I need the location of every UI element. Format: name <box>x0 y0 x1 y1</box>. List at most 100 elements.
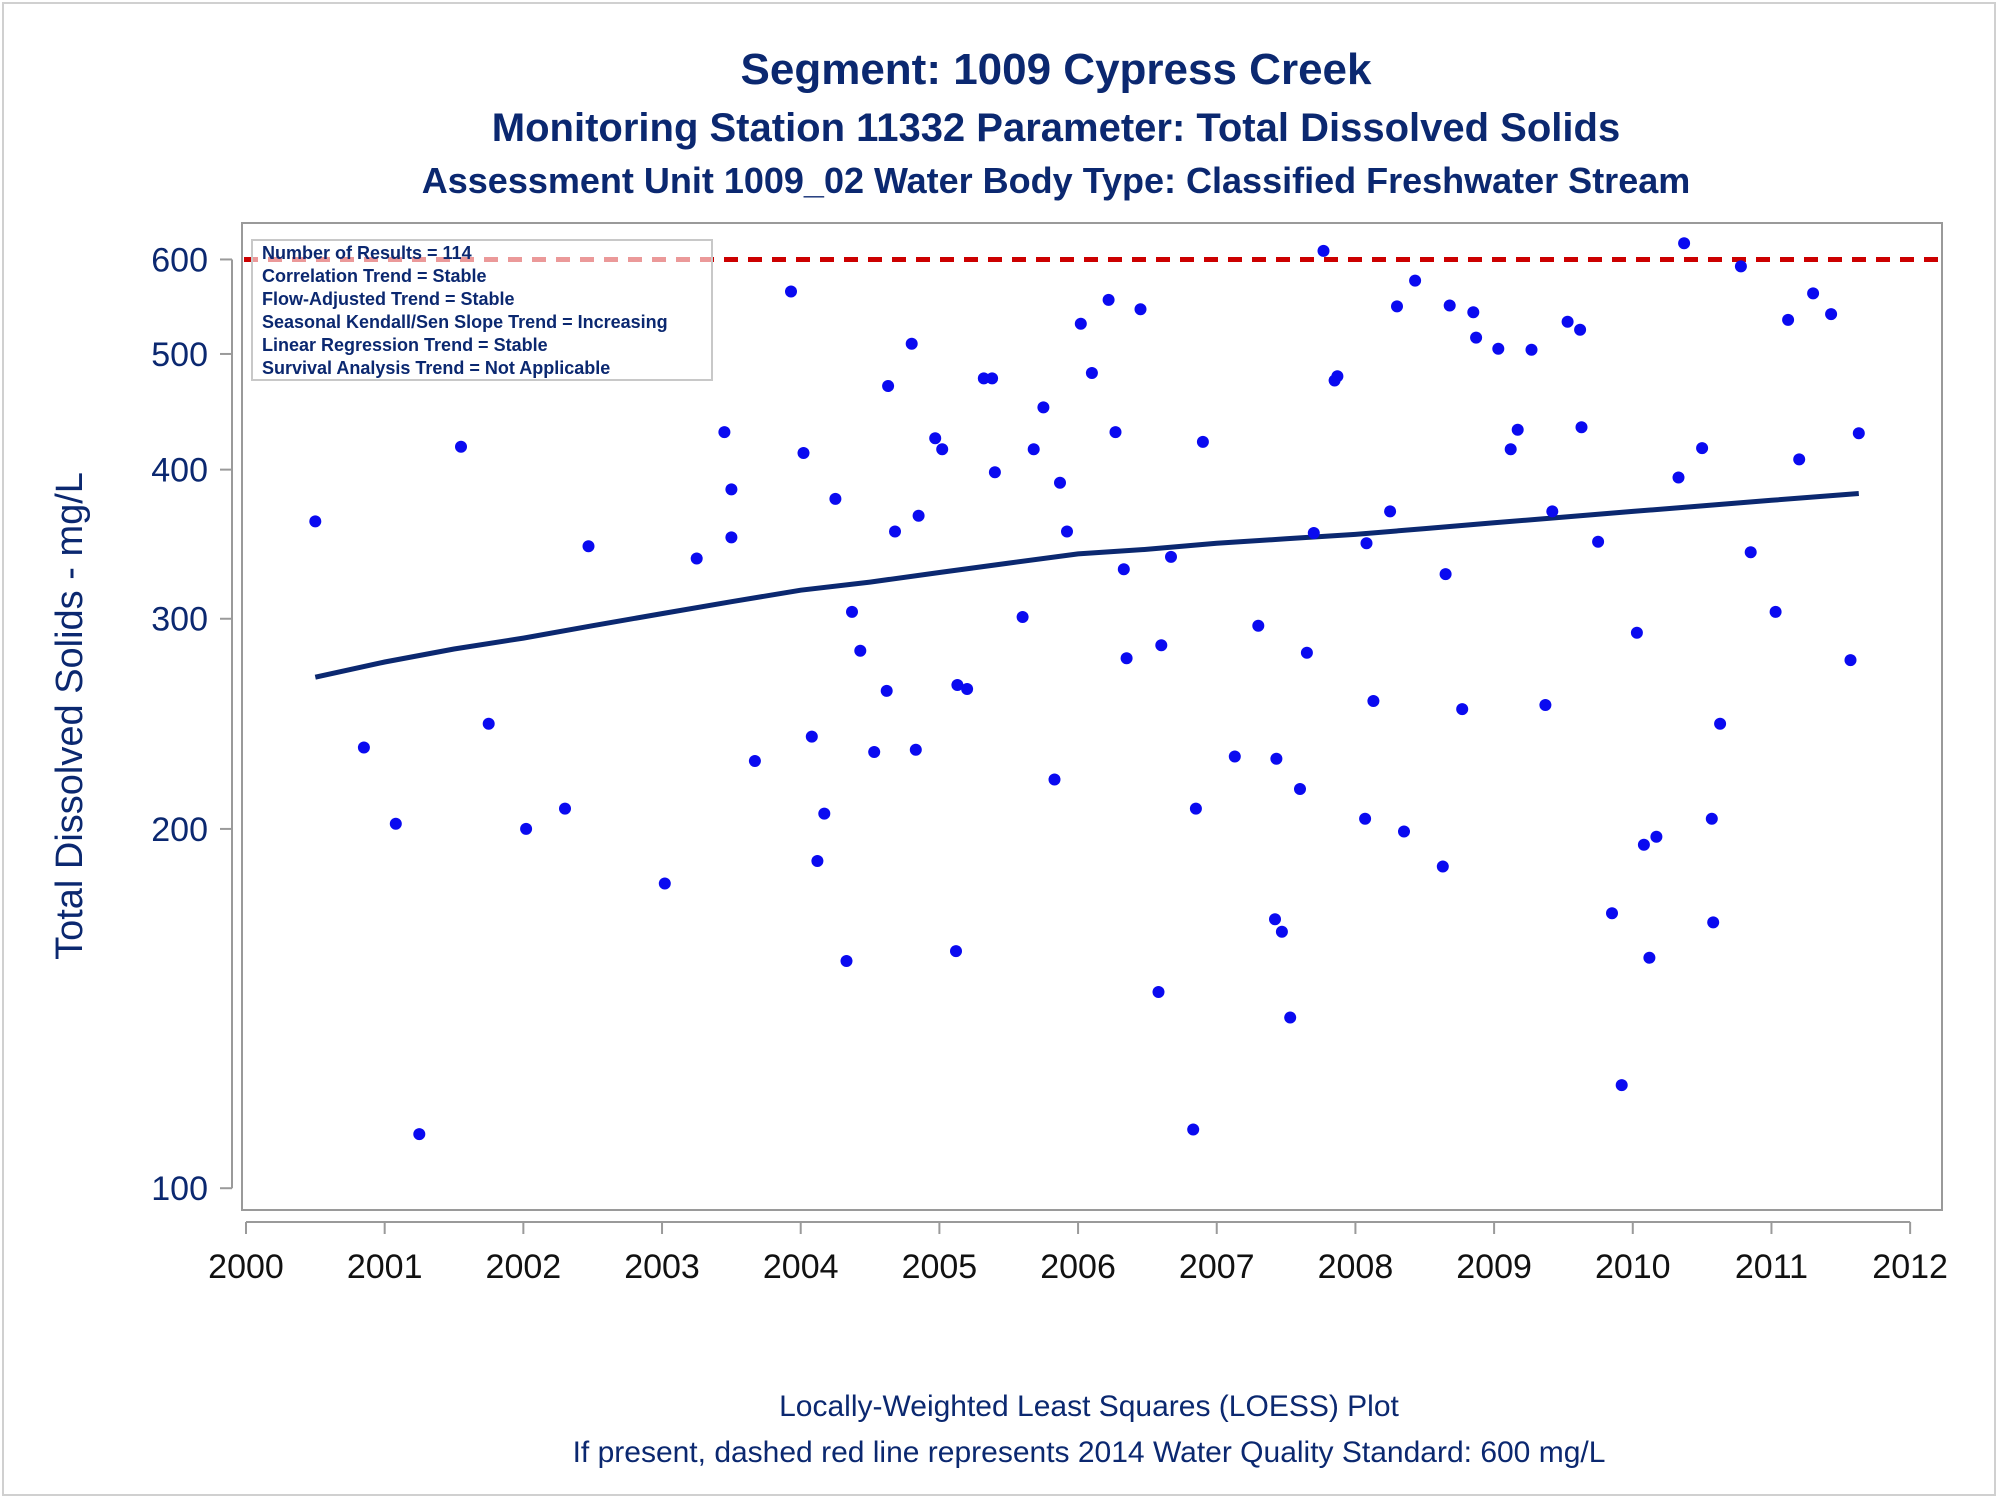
data-point <box>1769 605 1782 618</box>
data-point <box>1793 453 1806 466</box>
data-point <box>1196 435 1209 448</box>
y-tick-label: 200 <box>151 811 208 849</box>
data-point <box>482 717 495 730</box>
x-tick-label: 2002 <box>486 1248 562 1286</box>
data-point <box>1467 306 1480 319</box>
data-point <box>1085 367 1098 379</box>
data-point <box>1525 343 1538 356</box>
data-point <box>1275 925 1288 938</box>
data-point <box>357 741 370 754</box>
x-tick-label: 2006 <box>1040 1248 1116 1286</box>
data-point <box>559 802 571 815</box>
data-point <box>950 945 962 958</box>
data-point <box>1360 537 1373 550</box>
data-point <box>961 683 974 695</box>
data-point <box>1228 750 1241 763</box>
data-point <box>1384 505 1397 518</box>
data-point <box>1456 703 1469 716</box>
stats-correlation: Correlation Trend = Stable <box>262 266 487 286</box>
data-point <box>880 684 893 697</box>
data-point <box>1252 619 1265 632</box>
chart-title: Segment: 1009 Cypress Creek <box>741 45 1373 94</box>
data-point <box>1807 287 1820 300</box>
plot-area <box>241 222 1943 1211</box>
x-tick-label: 2000 <box>208 1248 284 1286</box>
y-tick-label: 600 <box>151 241 208 279</box>
data-point <box>1696 442 1709 455</box>
data-point <box>1470 331 1483 344</box>
data-point <box>889 525 901 538</box>
data-point <box>1391 300 1403 313</box>
data-point <box>1615 1079 1628 1092</box>
data-point <box>797 447 810 459</box>
x-tick-label: 2011 <box>1735 1248 1808 1286</box>
x-tick-label: 2004 <box>763 1248 839 1286</box>
data-point <box>725 531 738 544</box>
data-point <box>718 426 731 439</box>
data-point <box>1269 913 1281 926</box>
data-point <box>1367 695 1380 707</box>
data-point <box>818 807 831 820</box>
data-point <box>1561 315 1574 328</box>
data-point <box>936 443 949 456</box>
data-point <box>1844 654 1857 667</box>
data-point <box>1398 825 1410 838</box>
data-point <box>1707 916 1720 929</box>
stats-box: Number of Results = 114 Correlation Tren… <box>251 239 713 381</box>
stats-seasonal-kendall: Seasonal Kendall/Sen Slope Trend = Incre… <box>262 312 668 332</box>
data-point <box>1744 546 1757 559</box>
data-point <box>725 483 738 496</box>
data-point <box>929 432 942 445</box>
chart-subtitle: Monitoring Station 11332 Parameter: Tota… <box>492 106 1620 150</box>
stats-results: Number of Results = 114 <box>262 243 472 263</box>
data-point <box>1152 986 1165 998</box>
stats-linear-regression: Linear Regression Trend = Stable <box>262 335 548 355</box>
data-point <box>1630 626 1643 639</box>
data-point <box>309 515 322 528</box>
data-point <box>854 644 867 657</box>
data-point <box>1294 783 1306 795</box>
data-point <box>1606 907 1618 920</box>
data-point <box>905 337 918 350</box>
chart: Segment: 1009 Cypress Creek Monitoring S… <box>49 45 1948 1469</box>
data-point <box>1546 505 1559 518</box>
data-point <box>1027 443 1040 456</box>
data-point <box>1650 830 1663 843</box>
data-point <box>1705 812 1718 825</box>
data-point <box>1117 563 1130 576</box>
data-point <box>986 372 999 385</box>
data-point <box>1109 426 1122 439</box>
data-point <box>785 285 797 298</box>
data-point <box>1359 812 1372 825</box>
data-point <box>690 552 703 565</box>
footer-plot-type: Locally-Weighted Least Squares (LOESS) P… <box>779 1390 1399 1423</box>
data-point <box>1592 535 1605 548</box>
stats-flow-adjusted: Flow-Adjusted Trend = Stable <box>262 289 515 309</box>
y-axis-label: Total Dissolved Solids - mg/L <box>49 472 91 960</box>
data-point <box>1852 427 1865 440</box>
data-point <box>1120 652 1133 665</box>
data-point <box>1016 611 1029 623</box>
data-point <box>1134 303 1147 316</box>
data-point <box>520 822 533 835</box>
data-point <box>1439 568 1452 581</box>
loess-line <box>314 491 1859 680</box>
data-point <box>1061 525 1073 538</box>
x-tick-label: 2001 <box>347 1248 423 1286</box>
x-tick-label: 2012 <box>1872 1248 1948 1286</box>
data-point <box>829 492 842 505</box>
data-point <box>1575 421 1588 434</box>
data-point <box>1678 237 1691 250</box>
data-point <box>1102 293 1115 306</box>
data-point <box>1436 860 1449 873</box>
data-point <box>1307 527 1320 539</box>
data-point <box>811 855 824 867</box>
data-point <box>1714 717 1727 730</box>
data-point <box>1270 752 1283 765</box>
data-point <box>1284 1011 1297 1024</box>
data-point <box>1504 443 1517 456</box>
data-point <box>805 730 818 743</box>
data-point <box>1300 646 1313 659</box>
data-point <box>1054 476 1066 489</box>
x-axis: 2000 2001 2002 2003 2004 2005 2006 2007 2008 2009… <box>208 1221 1948 1286</box>
